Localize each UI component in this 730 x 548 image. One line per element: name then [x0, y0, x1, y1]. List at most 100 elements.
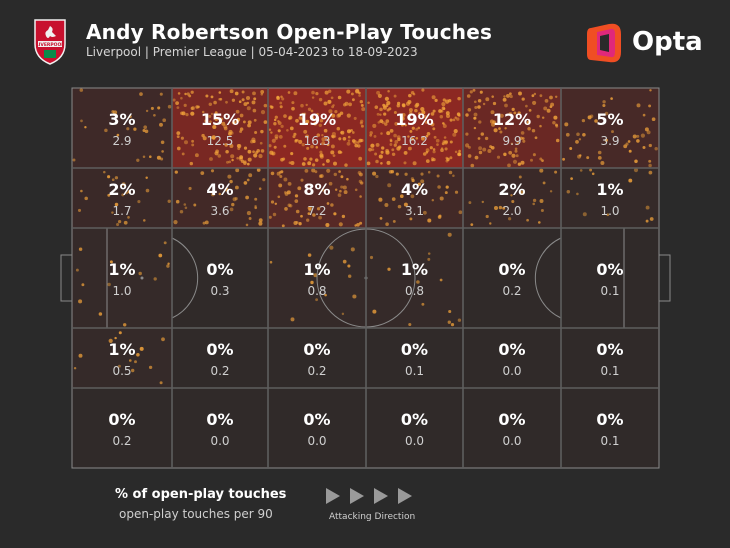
touch-dot [441, 102, 446, 107]
touch-dot [253, 153, 258, 158]
touch-dot [128, 115, 132, 119]
touch-dot [205, 114, 208, 118]
heat-cell-r1-c5 [561, 168, 659, 228]
zone-percent-label: 1% [401, 260, 428, 279]
touch-dot [189, 161, 194, 166]
touch-dot [218, 98, 221, 101]
touch-dot [294, 194, 299, 198]
heat-cell-r3-c1 [172, 328, 268, 388]
zone-per90-label: 0.3 [210, 284, 229, 298]
touch-dot [142, 155, 146, 158]
touch-dot [212, 124, 217, 130]
touch-dot [258, 154, 263, 159]
touch-dot [248, 217, 252, 220]
zone-percent-label: 8% [303, 180, 330, 199]
touch-dot [246, 106, 251, 111]
touch-dot [300, 178, 304, 182]
touch-dot [541, 116, 545, 119]
touch-dot [311, 96, 315, 99]
touch-dot [552, 121, 556, 125]
touch-dot [352, 294, 357, 299]
touch-dot [360, 138, 364, 143]
touch-dot [474, 105, 478, 110]
touch-dot [123, 220, 128, 225]
legend-percent-label: % of open-play touches [115, 487, 287, 502]
touch-dot [175, 199, 180, 204]
touch-dot [271, 151, 276, 156]
touch-dot [176, 146, 181, 151]
touch-dot [420, 172, 424, 176]
touch-dot [581, 118, 586, 123]
touch-dot [518, 175, 522, 179]
touch-dot [389, 129, 394, 133]
touch-dot [543, 106, 548, 111]
touch-dot [504, 103, 508, 108]
touch-dot [606, 213, 610, 217]
touch-dot [628, 178, 633, 183]
touch-dot [372, 123, 377, 128]
touch-dot [136, 353, 140, 357]
touch-dot [247, 120, 252, 125]
touch-dot [344, 163, 348, 167]
touch-dot [415, 136, 419, 140]
touch-dot [408, 108, 413, 112]
touch-dot [253, 97, 257, 101]
touch-dot [465, 143, 470, 148]
touch-dot [309, 157, 313, 161]
touch-dot [478, 150, 483, 155]
touch-dot [227, 174, 232, 179]
touch-dot [75, 268, 79, 272]
heat-cell-r3-c3 [366, 328, 463, 388]
touch-dot [589, 114, 594, 118]
touch-dot [338, 222, 343, 227]
touch-dot [307, 253, 312, 257]
touch-dot [310, 144, 314, 149]
touch-dot [654, 146, 658, 151]
touch-dot [180, 136, 184, 140]
touch-dot [240, 159, 245, 164]
touch-dot [397, 137, 401, 142]
touch-dot [411, 137, 415, 141]
touch-dot [114, 336, 117, 340]
touch-dot [427, 257, 431, 261]
touch-dot [371, 148, 375, 151]
touch-dot [153, 113, 156, 117]
touch-dot [393, 143, 397, 147]
touch-dot [587, 115, 592, 120]
touch-dot [489, 145, 493, 149]
touch-dot [564, 122, 569, 127]
touch-dot [473, 126, 477, 130]
touch-dot [153, 277, 157, 281]
touch-dot [143, 125, 148, 130]
left-penalty-arc [171, 237, 199, 319]
zone-per90-label: 0.0 [502, 434, 521, 448]
touch-dot [224, 143, 228, 147]
touch-dot [380, 162, 383, 165]
touch-dot [432, 127, 436, 131]
touch-dot [350, 247, 355, 252]
zone-per90-label: 0.5 [112, 364, 131, 378]
touch-dot [287, 203, 292, 208]
touch-dot [591, 172, 595, 176]
touch-dot [160, 140, 165, 145]
touch-dot [521, 97, 525, 101]
touch-dot [243, 146, 248, 150]
touch-dot [441, 122, 445, 125]
touch-dot [565, 132, 570, 137]
touch-dot [236, 144, 241, 148]
touch-dot [243, 161, 247, 165]
zone-percent-label: 4% [401, 180, 428, 199]
touch-dot [111, 178, 115, 182]
touch-dot [385, 148, 389, 153]
touch-dot [286, 129, 289, 132]
touch-dot [319, 153, 324, 158]
touch-dot [348, 102, 352, 107]
touch-dot [435, 138, 440, 143]
touch-dot [405, 101, 411, 106]
touch-dot [293, 91, 298, 96]
touch-dot [416, 280, 420, 284]
touch-dot [357, 171, 362, 175]
touch-dot [532, 198, 537, 203]
touch-dot [474, 155, 479, 160]
touch-dot [579, 154, 582, 157]
